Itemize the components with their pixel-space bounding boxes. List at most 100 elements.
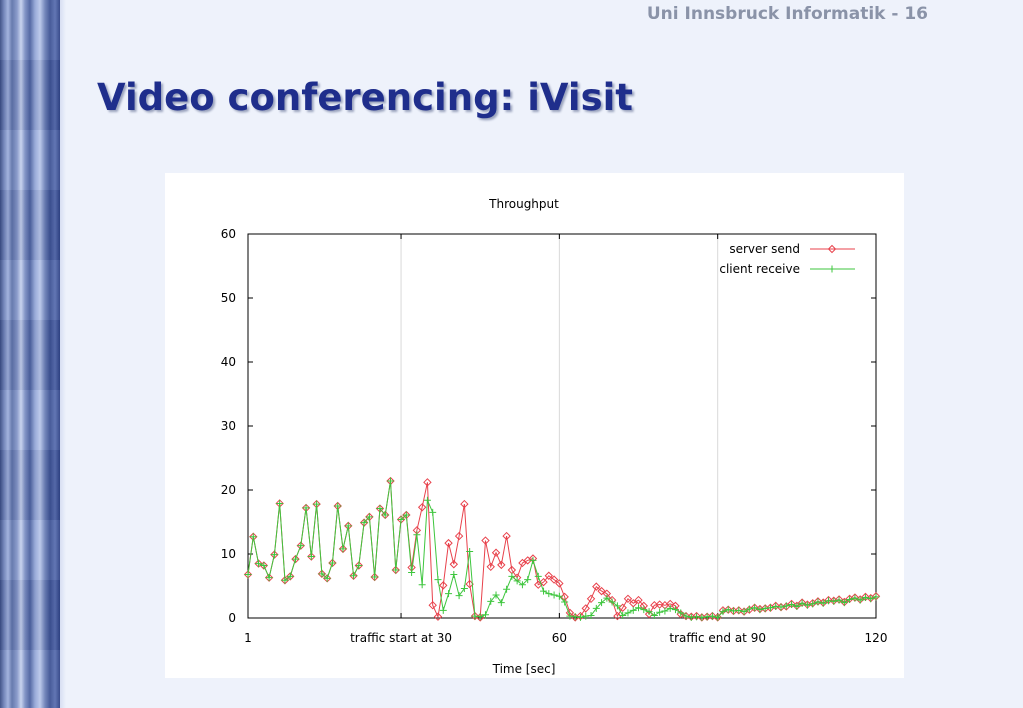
data-point <box>334 502 342 510</box>
data-point <box>592 582 601 591</box>
data-point <box>354 561 364 570</box>
sidebar-edge <box>60 0 66 708</box>
data-point <box>803 601 811 609</box>
data-point <box>544 571 554 580</box>
data-point <box>439 606 447 614</box>
data-point <box>867 595 875 603</box>
data-point <box>613 611 622 621</box>
data-point <box>698 613 706 621</box>
data-point <box>618 603 627 612</box>
data-point <box>719 608 727 616</box>
data-point <box>518 558 527 568</box>
data-point <box>655 600 664 609</box>
data-point <box>566 612 574 620</box>
data-point <box>640 606 648 614</box>
data-point <box>814 598 822 606</box>
data-point <box>497 560 506 570</box>
data-point <box>423 496 431 504</box>
slide-sidebar-decoration <box>0 0 60 708</box>
legend-label: client receive <box>719 262 800 276</box>
legend-marker <box>828 265 836 273</box>
data-point <box>487 597 495 605</box>
y-tick-label: 30 <box>221 419 236 433</box>
data-point <box>635 604 643 612</box>
data-point <box>323 574 331 582</box>
data-point <box>444 538 453 548</box>
data-point <box>449 560 459 569</box>
data-point <box>671 606 679 614</box>
data-point <box>450 570 458 578</box>
data-point <box>439 581 448 590</box>
data-point <box>371 573 379 581</box>
data-point <box>466 547 474 555</box>
data-point <box>513 577 521 585</box>
x-tick-label: 60 <box>552 631 567 645</box>
data-point <box>417 503 427 512</box>
data-point <box>481 611 489 619</box>
data-point <box>703 613 711 621</box>
data-point <box>549 575 559 584</box>
data-point <box>761 604 769 612</box>
data-point <box>249 533 257 541</box>
data-point <box>339 545 347 553</box>
data-point <box>592 604 600 612</box>
data-point <box>355 562 363 570</box>
data-point <box>576 613 584 621</box>
data-point <box>835 596 843 604</box>
data-point <box>619 611 627 619</box>
series-client-receive <box>244 477 880 621</box>
y-tick-label: 10 <box>221 547 236 561</box>
data-point <box>434 576 442 584</box>
y-tick-label: 50 <box>221 291 236 305</box>
x-tick-label: traffic end at 90 <box>669 631 766 645</box>
data-point <box>788 601 796 609</box>
data-point <box>708 612 716 620</box>
slide-header: Uni Innsbruck Informatik - 16 <box>646 4 928 24</box>
chart-svg: 0 10 20 30 40 50 60 1 traffic start at 30 60 traff… <box>221 197 888 676</box>
data-point <box>297 542 305 550</box>
data-point <box>586 594 596 604</box>
data-point <box>529 556 537 564</box>
data-point <box>460 585 468 593</box>
data-point <box>856 596 864 604</box>
data-point <box>503 585 511 593</box>
x-tick-label: 1 <box>244 631 252 645</box>
x-tick-label: 120 <box>865 631 888 645</box>
y-tick-label: 40 <box>221 355 236 369</box>
data-point <box>777 603 785 611</box>
data-point <box>793 602 801 610</box>
data-point <box>539 577 548 587</box>
data-point <box>714 613 722 621</box>
slide-title: Video conferencing: iVisit <box>97 76 633 119</box>
data-point <box>687 613 695 621</box>
data-point <box>360 519 368 527</box>
data-point <box>328 559 336 567</box>
data-point <box>481 536 490 545</box>
data-point <box>756 606 764 614</box>
data-point <box>428 600 437 610</box>
data-point <box>819 599 827 607</box>
data-point <box>518 581 526 589</box>
legend-label: server send <box>729 242 800 256</box>
data-point <box>682 612 690 620</box>
data-point <box>650 611 658 619</box>
data-point <box>281 576 289 584</box>
data-point <box>508 572 516 580</box>
data-point <box>471 612 479 620</box>
data-point <box>623 594 633 604</box>
data-point <box>730 607 738 615</box>
data-point <box>491 548 501 557</box>
plot-frame <box>247 233 877 619</box>
data-point <box>376 505 384 513</box>
data-point <box>318 570 326 578</box>
data-point <box>608 598 616 606</box>
x-tick-label: traffic start at 30 <box>350 631 452 645</box>
data-point <box>587 611 595 619</box>
data-point <box>634 595 643 605</box>
x-axis-label: Time [sec] <box>492 662 556 676</box>
data-point <box>545 590 553 598</box>
data-point <box>656 608 664 616</box>
data-point <box>429 508 437 516</box>
data-point <box>582 612 590 620</box>
data-point <box>454 531 464 541</box>
